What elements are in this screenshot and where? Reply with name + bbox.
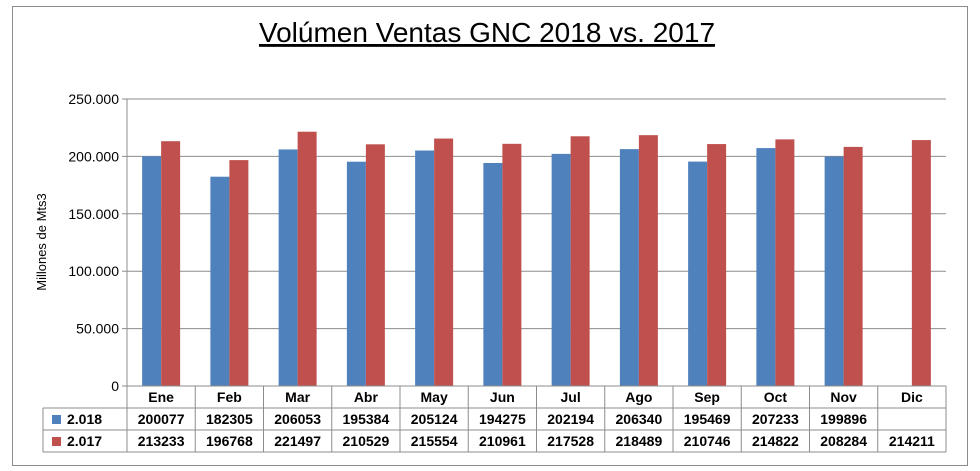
bar-2.017-Ago xyxy=(638,135,658,386)
y-tick-label: 150.000 xyxy=(68,206,119,222)
bar-2.017-Jun xyxy=(502,143,522,386)
bar-2.017-Feb xyxy=(229,160,249,386)
bar-2.017-Ene xyxy=(161,141,181,386)
data-label: 207233 xyxy=(752,411,799,427)
bar-2.018-Mar xyxy=(278,149,298,386)
y-tick-label: 50.000 xyxy=(76,321,119,337)
data-label: 215554 xyxy=(411,433,458,449)
bar-2.017-Nov xyxy=(843,146,863,386)
y-axis-label: Millones de Mts3 xyxy=(34,193,49,291)
x-tick-label: Feb xyxy=(217,389,242,405)
data-label: 218489 xyxy=(616,433,663,449)
legend-label: 2.017 xyxy=(67,433,102,449)
data-label: 195384 xyxy=(343,411,390,427)
x-tick-label: Ago xyxy=(625,389,652,405)
bar-2.018-May xyxy=(415,150,435,386)
data-label: 182305 xyxy=(206,411,253,427)
data-label: 214211 xyxy=(889,433,935,449)
x-tick-label: Abr xyxy=(354,389,379,405)
chart-title: Volúmen Ventas GNC 2018 vs. 2017 xyxy=(259,17,715,48)
data-label: 208284 xyxy=(820,433,867,449)
bar-2.018-Oct xyxy=(756,148,776,386)
y-tick-label: 250.000 xyxy=(68,91,119,107)
data-label: 206340 xyxy=(616,411,663,427)
y-tick-label: 100.000 xyxy=(68,263,119,279)
legend-swatch-2.017 xyxy=(52,437,61,446)
bar-2.017-Abr xyxy=(365,144,385,386)
x-tick-label: Jul xyxy=(561,389,581,405)
bar-2.018-Ago xyxy=(619,149,639,386)
x-tick-label: Ene xyxy=(148,389,174,405)
bar-2.018-Abr xyxy=(346,161,366,386)
data-label: 205124 xyxy=(411,411,458,427)
legend-swatch-2.018 xyxy=(52,415,61,424)
x-tick-label: Dic xyxy=(901,389,923,405)
bar-2.018-Ene xyxy=(142,156,162,386)
data-label: 217528 xyxy=(547,433,594,449)
x-tick-label: Oct xyxy=(764,389,788,405)
data-label: 202194 xyxy=(547,411,594,427)
x-tick-label: Mar xyxy=(285,389,310,405)
bar-2.017-Oct xyxy=(775,139,795,386)
bar-2.018-Jul xyxy=(551,153,571,386)
data-label: 210961 xyxy=(479,433,526,449)
plot-area xyxy=(127,99,946,386)
data-label: 199896 xyxy=(820,411,867,427)
legend-label: 2.018 xyxy=(67,411,102,427)
data-label: 213233 xyxy=(138,433,185,449)
y-tick-label: 0 xyxy=(111,378,119,394)
bar-2.018-Feb xyxy=(210,176,230,386)
x-tick-label: Nov xyxy=(830,389,857,405)
data-label: 221497 xyxy=(274,433,321,449)
data-label: 196768 xyxy=(206,433,253,449)
data-label: 206053 xyxy=(274,411,321,427)
bar-2.017-Jul xyxy=(570,136,590,386)
bar-2.018-Nov xyxy=(824,156,844,386)
x-tick-label: May xyxy=(421,389,448,405)
data-label: 210746 xyxy=(684,433,731,449)
data-label: 210529 xyxy=(343,433,390,449)
data-label: 214822 xyxy=(752,433,799,449)
bar-2.018-Jun xyxy=(483,162,503,386)
data-label: 195469 xyxy=(684,411,731,427)
data-label: 194275 xyxy=(479,411,526,427)
x-tick-label: Sep xyxy=(694,389,720,405)
bar-2.017-Mar xyxy=(297,131,317,386)
x-tick-label: Jun xyxy=(490,389,515,405)
bar-2.018-Sep xyxy=(688,161,708,386)
bar-2.017-Sep xyxy=(707,144,727,386)
y-tick-label: 200.000 xyxy=(68,148,119,164)
bar-2.017-May xyxy=(434,138,454,386)
bar-2.017-Dic xyxy=(911,140,931,386)
data-label: 200077 xyxy=(138,411,185,427)
